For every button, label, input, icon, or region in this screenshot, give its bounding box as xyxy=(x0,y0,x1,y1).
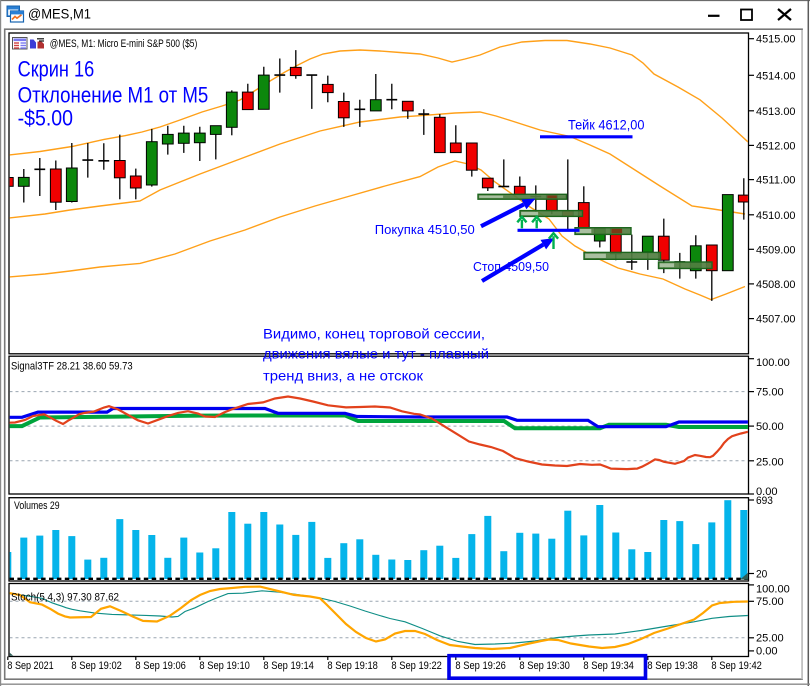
svg-text:75.00: 75.00 xyxy=(756,387,784,399)
svg-text:0.00: 0.00 xyxy=(756,486,778,498)
svg-text:8 Sep 19:30: 8 Sep 19:30 xyxy=(519,660,570,672)
svg-text:8 Sep 19:42: 8 Sep 19:42 xyxy=(711,660,762,672)
svg-text:8 Sep 19:14: 8 Sep 19:14 xyxy=(263,660,314,672)
svg-text:20: 20 xyxy=(756,568,767,580)
svg-text:693: 693 xyxy=(756,495,773,507)
svg-text:@MES,M1: @MES,M1 xyxy=(28,7,91,22)
svg-text:0.00: 0.00 xyxy=(756,646,778,658)
svg-text:Тейк 4612,00: Тейк 4612,00 xyxy=(568,117,645,133)
svg-text:Volumes 29: Volumes 29 xyxy=(14,500,60,512)
svg-text:8 Sep 19:34: 8 Sep 19:34 xyxy=(583,660,634,672)
svg-text:100.00: 100.00 xyxy=(756,357,790,369)
svg-text:движения вялые и тут - плавный: движения вялые и тут - плавный xyxy=(263,347,489,362)
svg-text:8 Sep 19:10: 8 Sep 19:10 xyxy=(199,660,250,672)
svg-text:8 Sep 19:22: 8 Sep 19:22 xyxy=(391,660,442,672)
svg-text:@MES, M1: Micro E-mini S&P 50: @MES, M1: Micro E-mini S&P 500 ($5) xyxy=(50,38,198,50)
svg-text:Stoch(5,4,3) 97.30 87.62: Stoch(5,4,3) 97.30 87.62 xyxy=(11,591,119,603)
svg-text:8 Sep 19:02: 8 Sep 19:02 xyxy=(71,660,122,672)
svg-text:4507.00: 4507.00 xyxy=(756,314,796,326)
svg-text:Отклонение М1 от М5: Отклонение М1 от М5 xyxy=(18,83,209,108)
svg-text:25.00: 25.00 xyxy=(756,456,784,468)
svg-text:8 Sep 2021: 8 Sep 2021 xyxy=(7,660,53,672)
svg-text:4514.00: 4514.00 xyxy=(756,70,796,82)
svg-text:8 Sep 19:06: 8 Sep 19:06 xyxy=(135,660,186,672)
svg-text:-$5.00: -$5.00 xyxy=(18,106,73,131)
svg-text:75.00: 75.00 xyxy=(756,596,784,608)
svg-text:4508.00: 4508.00 xyxy=(756,279,796,291)
svg-text:8 Sep 19:26: 8 Sep 19:26 xyxy=(455,660,506,672)
svg-text:8 Sep 19:18: 8 Sep 19:18 xyxy=(327,660,378,672)
svg-text:25.00: 25.00 xyxy=(756,633,784,645)
svg-text:50.00: 50.00 xyxy=(756,421,784,433)
svg-text:тренд вниз, а не отскок: тренд вниз, а не отскок xyxy=(263,368,423,383)
svg-text:Видимо, конец торговой сессии,: Видимо, конец торговой сессии, xyxy=(263,327,485,342)
svg-text:Скрин 16: Скрин 16 xyxy=(18,57,95,82)
svg-text:4509.00: 4509.00 xyxy=(756,244,796,256)
svg-text:4515.00: 4515.00 xyxy=(756,34,796,46)
svg-text:4510.00: 4510.00 xyxy=(756,210,796,222)
svg-text:Signal3TF 28.21 38.60 59.73: Signal3TF 28.21 38.60 59.73 xyxy=(11,360,133,372)
svg-text:Стоп 4509,50: Стоп 4509,50 xyxy=(473,260,549,274)
svg-text:4513.00: 4513.00 xyxy=(756,106,796,118)
svg-text:Покупка 4510,50: Покупка 4510,50 xyxy=(375,223,475,237)
svg-text:4512.00: 4512.00 xyxy=(756,140,796,152)
svg-text:4511.00: 4511.00 xyxy=(756,175,796,187)
svg-text:8 Sep 19:38: 8 Sep 19:38 xyxy=(647,660,698,672)
svg-text:100.00: 100.00 xyxy=(756,583,790,595)
